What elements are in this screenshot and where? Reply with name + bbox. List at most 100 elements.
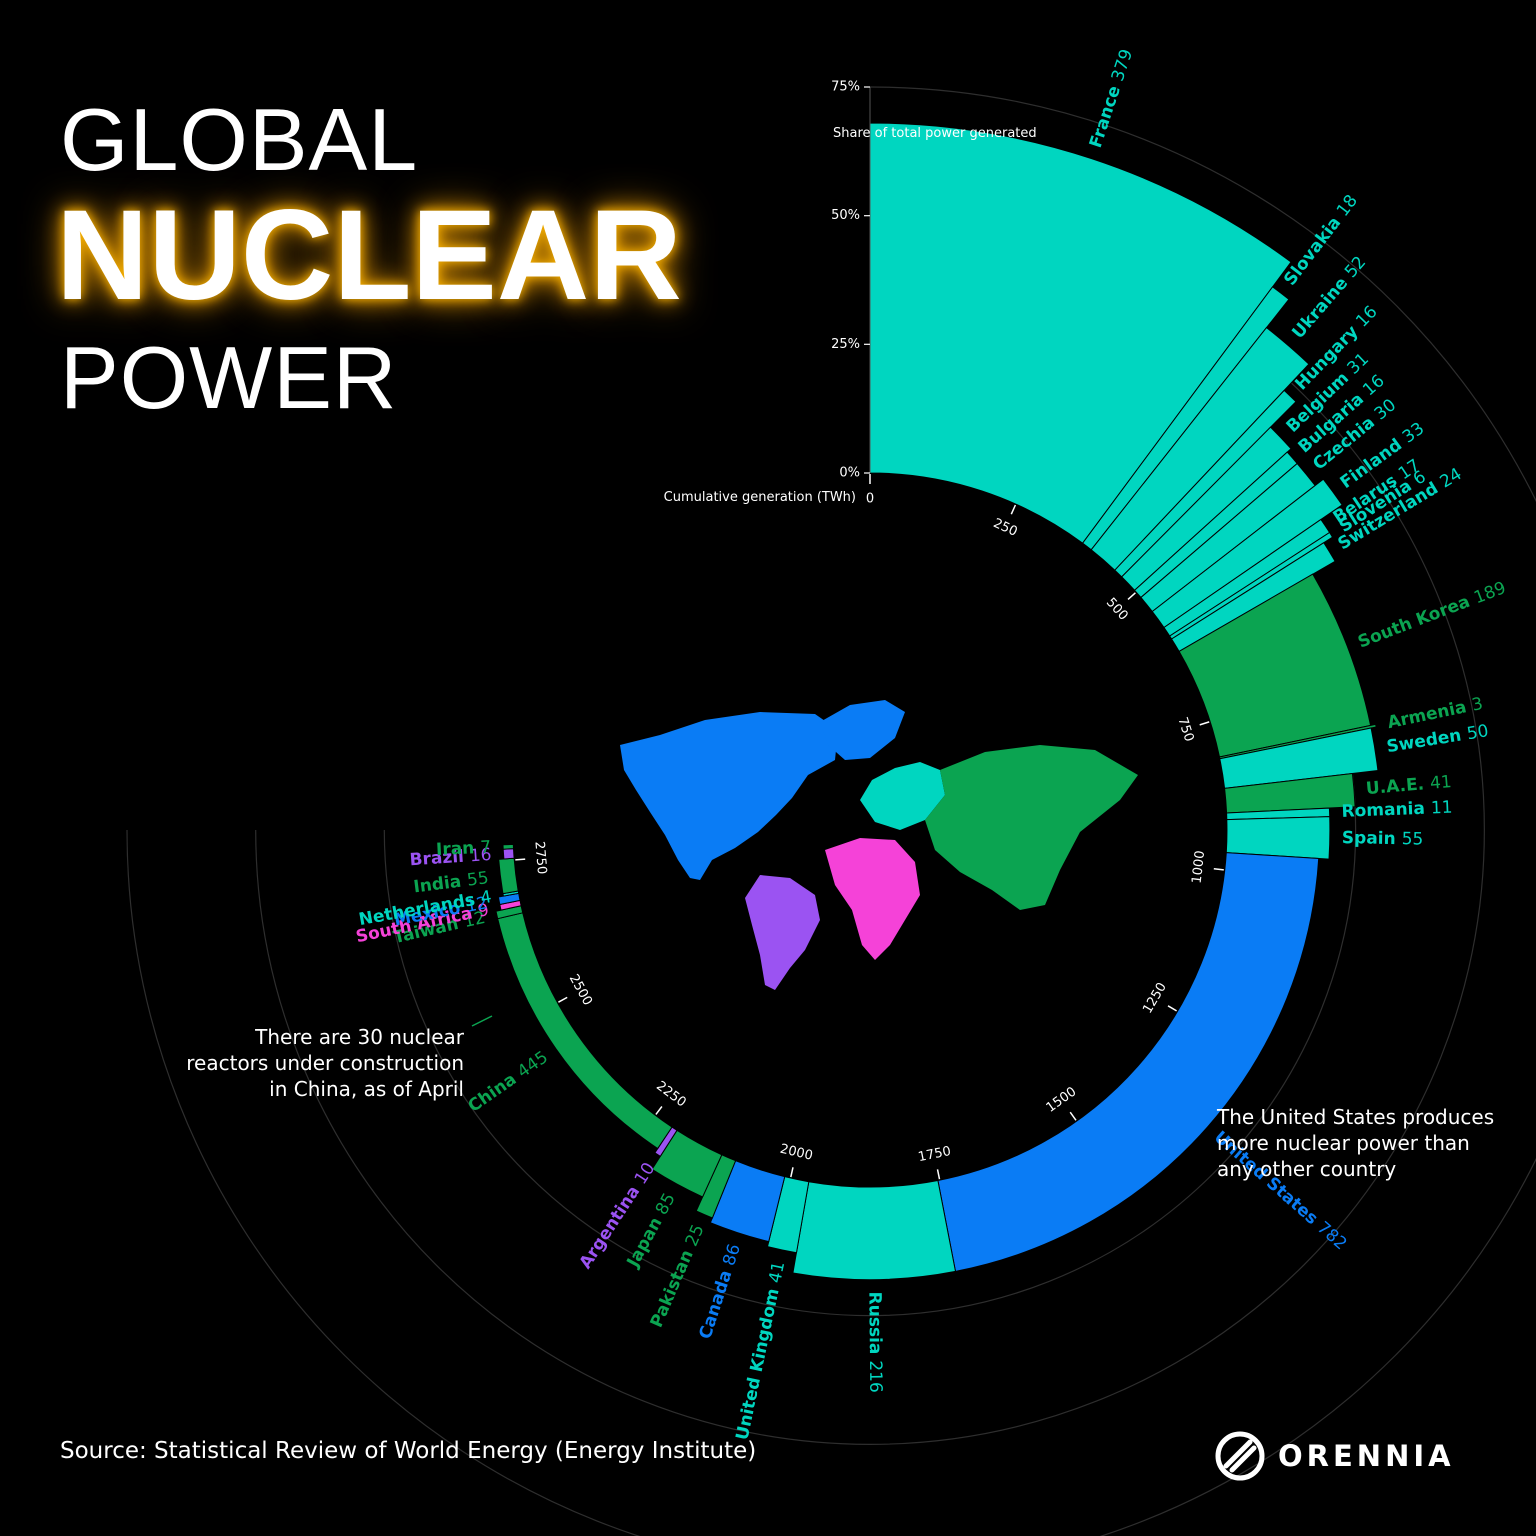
y-axis-tick-label: 25% — [831, 337, 860, 352]
bar-pakistan — [695, 1154, 737, 1219]
bar-label-value: 18 — [1333, 191, 1362, 220]
bar-taiwan — [495, 905, 524, 920]
bar-label-value: 50 — [1465, 721, 1490, 744]
map-europe — [860, 762, 945, 830]
bar-label: Romania 11 — [1341, 798, 1453, 822]
bar-canada — [709, 1160, 786, 1243]
x-axis-tick — [1213, 867, 1224, 871]
map-asia — [925, 745, 1138, 910]
bar-label-value: 25 — [682, 1222, 709, 1250]
china-note-line: reactors under construction — [186, 1051, 464, 1075]
bar-label-value: 3 — [1470, 694, 1485, 716]
bar-label-value: 9 — [476, 900, 491, 922]
grid-arc — [126, 86, 1536, 1536]
x-axis-tick — [655, 1106, 663, 1115]
bar-label-name: China — [465, 1069, 521, 1116]
bar-label: India 55 — [412, 868, 489, 897]
us-note-line: any other country — [1217, 1157, 1397, 1181]
brand-name: ORENNIA — [1278, 1439, 1455, 1473]
y-axis-title: Share of total power generated — [833, 126, 1037, 141]
x-axis-tick-label: 1500 — [1044, 1084, 1080, 1115]
x-axis-tick-label: 1250 — [1140, 980, 1170, 1016]
grid-arc — [255, 215, 1485, 1445]
x-axis-tick — [1069, 1111, 1077, 1121]
bar-label-value: 16 — [1359, 371, 1388, 400]
bar-label-name: Pakistan — [647, 1247, 698, 1331]
x-axis-tick — [558, 996, 568, 1003]
bar-label-name: Iran — [436, 838, 475, 860]
bar-hungary — [1114, 389, 1297, 578]
bar-india — [498, 857, 519, 895]
map-south-america — [745, 875, 820, 990]
map-africa — [825, 838, 920, 960]
x-axis-tick-label: 1750 — [917, 1144, 952, 1165]
bar-slovakia — [1081, 286, 1290, 551]
orennia-logo-icon — [1215, 1431, 1265, 1481]
bar-label-name: U.A.E. — [1365, 774, 1425, 799]
x-axis-tick-label: 750 — [1174, 715, 1196, 743]
x-axis-tick-label: 2250 — [653, 1079, 688, 1111]
x-axis-tick — [1199, 721, 1210, 726]
bar-label-value: 52 — [1341, 252, 1370, 281]
bar-iran — [502, 843, 515, 850]
bar-armenia — [1218, 723, 1377, 760]
us-annotation: The United States produces more nuclear … — [1217, 1104, 1494, 1182]
bar-label-value: 55 — [466, 868, 490, 891]
bar-japan — [651, 1129, 723, 1198]
bar-label-value: 16 — [469, 845, 492, 866]
bar-label-value: 41 — [765, 1260, 789, 1285]
bar-label: U.A.E. 41 — [1365, 772, 1452, 799]
bar-china — [497, 912, 673, 1150]
bar-spain — [1225, 816, 1331, 860]
bar-united-states — [937, 852, 1320, 1272]
bar-label: Canada86 — [695, 1242, 745, 1342]
bar-label-value: 24 — [1437, 464, 1466, 492]
bar-label-value: 189 — [1471, 578, 1508, 608]
bar-label: Russia 216 — [864, 1292, 885, 1393]
bar-label-value: 86 — [719, 1242, 745, 1269]
title-line-nuclear: NUCLEAR — [56, 184, 682, 327]
title-line-global: GLOBAL — [60, 90, 419, 189]
bar-label-value: 216 — [865, 1360, 885, 1393]
bar-switzerland — [1170, 542, 1336, 653]
china-annotation: There are 30 nuclear reactors under cons… — [186, 1024, 464, 1102]
bar-label-name: France — [1086, 83, 1125, 150]
bar-argentina — [654, 1126, 678, 1157]
bar-label-value: 782 — [1313, 1218, 1351, 1254]
bar-united-kingdom — [766, 1176, 810, 1254]
bar-label: United Kingdom41 — [733, 1260, 790, 1442]
y-axis-tick-label: 50% — [831, 208, 860, 223]
china-note-line: in China, as of April — [269, 1077, 464, 1101]
title-line-power: POWER — [60, 328, 398, 427]
bar-label-name: Russia — [864, 1292, 885, 1355]
bar-russia — [792, 1179, 957, 1281]
bar-ukraine — [1090, 326, 1310, 571]
page-title: GLOBAL NUCLEAR POWER — [56, 90, 682, 427]
bar-label-name: Japan — [623, 1214, 667, 1271]
bar-label-value: 16 — [1352, 302, 1381, 331]
bar-label: Spain 55 — [1342, 828, 1424, 849]
bar-label-value: 55 — [1402, 829, 1424, 849]
bar-label: South Korea189 — [1355, 578, 1508, 653]
map-greenland — [820, 700, 905, 760]
x-axis-tick-label: 2750 — [531, 841, 549, 875]
bar-label-name: Canada — [695, 1268, 736, 1342]
x-axis-tick-label: 2000 — [778, 1142, 814, 1164]
us-note-line: more nuclear power than — [1217, 1131, 1470, 1155]
bar-label: Brazil 16 — [409, 845, 492, 870]
bar-brazil — [502, 848, 515, 860]
bar-label-value: 12 — [462, 908, 488, 932]
map-north-america — [620, 712, 838, 880]
bar-belgium — [1120, 426, 1292, 592]
bar-sweden — [1219, 727, 1379, 789]
bar-label-value: 4 — [479, 887, 493, 909]
bar-label-value: 7 — [480, 838, 492, 858]
bar-label-value: 33 — [1399, 419, 1428, 448]
bar-label-value: 445 — [514, 1047, 552, 1082]
bar-label-value: 379 — [1108, 47, 1137, 84]
us-leader-line — [1187, 1081, 1204, 1101]
x-axis-tick — [936, 1169, 941, 1180]
us-note-line: The United States produces — [1217, 1105, 1495, 1129]
brand-logo: ORENNIA — [1214, 1430, 1455, 1482]
